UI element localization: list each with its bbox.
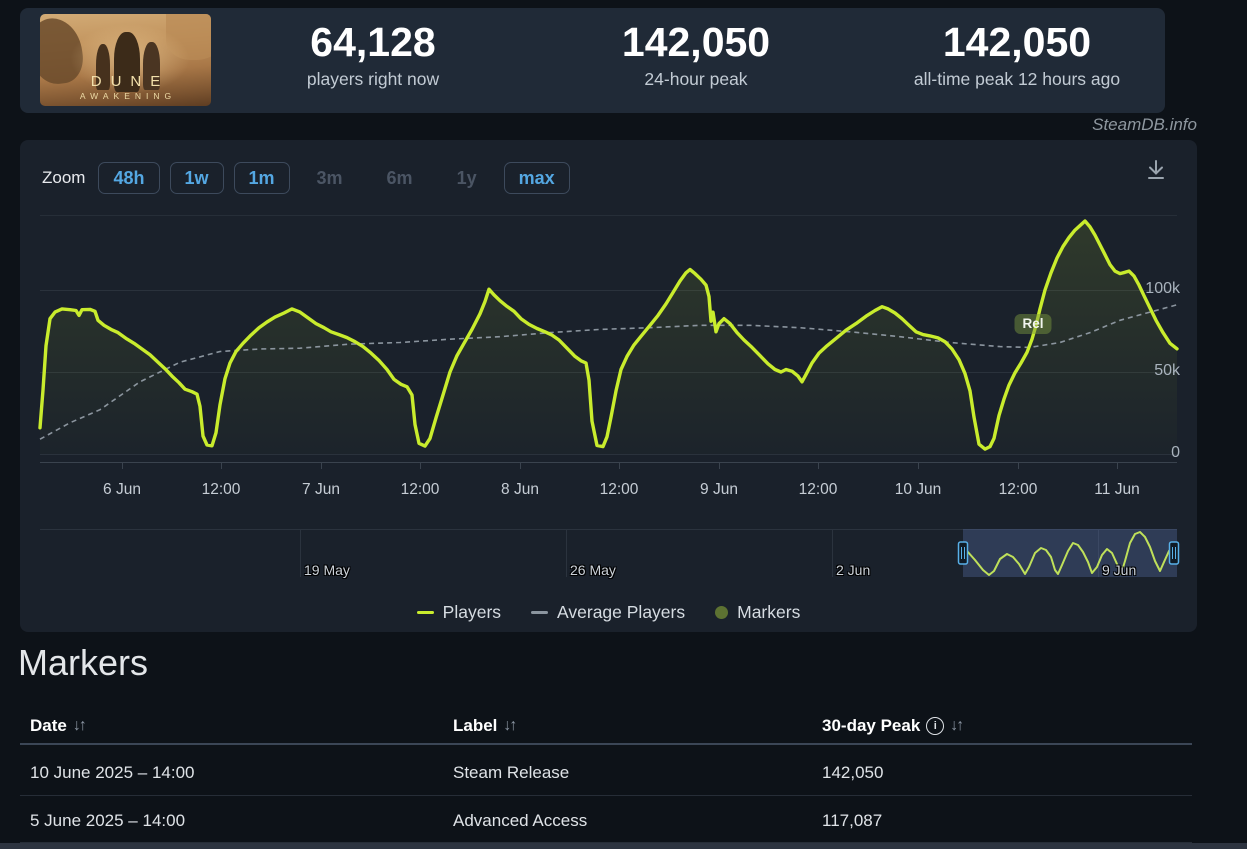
chart-navigator[interactable] bbox=[40, 529, 1180, 577]
legend-item-label: Average Players bbox=[557, 602, 686, 622]
column-header-label[interactable]: Label ↓↑ bbox=[453, 716, 517, 736]
capsule-art-figure bbox=[143, 42, 160, 90]
column-header-label: Date bbox=[30, 716, 67, 735]
navigator-mini-line bbox=[962, 531, 1178, 576]
sort-icon: ↓↑ bbox=[72, 717, 87, 734]
release-marker-badge[interactable]: Rel bbox=[1014, 314, 1052, 334]
legend-item-markers[interactable]: Markers bbox=[715, 602, 800, 623]
x-axis-label: 6 Jun bbox=[103, 481, 141, 498]
x-axis-label: 12:00 bbox=[998, 481, 1038, 498]
column-header-label: 30-day Peak bbox=[822, 716, 921, 735]
game-logo-title: DUNE bbox=[90, 73, 170, 90]
table-bottom-strip bbox=[0, 843, 1247, 849]
navigator-right-handle[interactable] bbox=[1168, 541, 1180, 565]
stat-24h-peak: 142,050 24-hour peak bbox=[621, 19, 771, 90]
stat-players-now: 64,128 players right now bbox=[306, 19, 440, 90]
legend-item-players[interactable]: Players bbox=[416, 602, 502, 623]
table-cell: Steam Release bbox=[453, 763, 570, 782]
stat-alltime-peak-label: all-time peak 12 hours ago bbox=[913, 69, 1121, 90]
x-axis-label: 8 Jun bbox=[501, 481, 539, 498]
y-axis-label-50k: 50k bbox=[1154, 362, 1180, 379]
column-header-30-day-peak[interactable]: 30-day Peak i ↓↑ bbox=[822, 716, 964, 736]
stat-players-now-label: players right now bbox=[306, 69, 440, 90]
x-axis-label: 7 Jun bbox=[302, 481, 340, 498]
table-cell: 5 June 2025 – 14:00 bbox=[30, 811, 186, 830]
legend-item-label: Players bbox=[442, 602, 502, 622]
sort-icon: ↓↑ bbox=[503, 717, 517, 734]
legend-swatch-line bbox=[416, 610, 434, 615]
x-axis-label: 9 Jun bbox=[700, 481, 738, 498]
table-cell: 10 June 2025 – 14:00 bbox=[30, 763, 195, 782]
x-axis-label: 11 Jun bbox=[1094, 481, 1140, 498]
navigator-left-handle[interactable] bbox=[957, 541, 969, 565]
navigator-label-2-Jun: 2 Jun bbox=[836, 562, 871, 578]
zoom-range-button-max[interactable]: max bbox=[503, 162, 570, 194]
chart-navigator-svg[interactable] bbox=[40, 529, 1180, 577]
navigator-label-19-May: 19 May bbox=[304, 562, 350, 578]
table-row-divider bbox=[20, 842, 1192, 843]
stat-players-now-value: 64,128 bbox=[310, 19, 436, 65]
column-header-date[interactable]: Date ↓↑ bbox=[30, 716, 87, 736]
table-row-divider bbox=[20, 795, 1192, 796]
average-players-line bbox=[39, 304, 1178, 440]
markers-heading: Markers bbox=[18, 642, 149, 683]
game-logo-subtitle: AWAKENING bbox=[79, 91, 177, 101]
zoom-toolbar-label: Zoom bbox=[42, 168, 86, 187]
column-header-label: Label bbox=[453, 716, 498, 735]
download-chart-icon[interactable] bbox=[1142, 156, 1170, 184]
zoom-range-button-1y: 1y bbox=[440, 162, 494, 194]
zoom-range-button-6m: 6m bbox=[370, 162, 430, 194]
info-icon[interactable]: i bbox=[926, 717, 945, 735]
zoom-toolbar: Zoom 48h 1w 1m 3m 6m 1y max bbox=[42, 162, 570, 194]
navigator-label-9-Jun: 9 Jun bbox=[1102, 562, 1137, 578]
chart-legend: Players Average Players Markers bbox=[20, 602, 1197, 623]
capsule-art-figure bbox=[114, 32, 140, 92]
stat-24h-peak-value: 142,050 bbox=[621, 19, 771, 65]
capsule-art-figure bbox=[96, 44, 110, 90]
stat-alltime-peak-value: 142,050 bbox=[942, 19, 1092, 65]
stat-alltime-peak: 142,050 all-time peak 12 hours ago bbox=[913, 19, 1121, 90]
steamdb-watermark: SteamDB.info bbox=[1092, 115, 1197, 134]
table-cell: 142,050 bbox=[822, 763, 884, 782]
x-axis-label: 12:00 bbox=[798, 481, 838, 498]
player-count-chart-svg[interactable] bbox=[38, 215, 1179, 470]
sort-icon: ↓↑ bbox=[950, 717, 964, 734]
navigator-label-26-May: 26 May bbox=[570, 562, 616, 578]
table-cell: 117,087 bbox=[822, 811, 883, 830]
table-cell: Advanced Access bbox=[453, 811, 588, 830]
game-logo: DUNE AWAKENING bbox=[40, 73, 211, 101]
header-stats-card: DUNE AWAKENING 64,128 players right now … bbox=[20, 8, 1165, 113]
table-header-divider bbox=[20, 743, 1192, 745]
x-axis-label: 12:00 bbox=[400, 481, 440, 498]
x-axis-label: 12:00 bbox=[599, 481, 639, 498]
legend-swatch-circle bbox=[715, 606, 729, 619]
navigator-selection bbox=[963, 529, 1177, 577]
player-count-chart[interactable] bbox=[38, 215, 1179, 470]
players-line bbox=[38, 219, 1179, 451]
zoom-range-button-3m: 3m bbox=[300, 162, 360, 194]
game-capsule-image[interactable]: DUNE AWAKENING bbox=[40, 14, 211, 106]
x-axis-label: 10 Jun bbox=[894, 481, 942, 498]
zoom-range-button-1m[interactable]: 1m bbox=[233, 162, 290, 194]
zoom-buttons-group: 48h 1w 1m 3m 6m 1y max bbox=[98, 162, 570, 194]
legend-item-average-players[interactable]: Average Players bbox=[531, 602, 685, 623]
x-axis-label: 12:00 bbox=[201, 481, 241, 498]
legend-swatch-line bbox=[531, 610, 549, 615]
zoom-range-button-48h[interactable]: 48h bbox=[98, 162, 160, 194]
stat-24h-peak-label: 24-hour peak bbox=[644, 69, 748, 90]
players-area-fill bbox=[40, 221, 1177, 454]
y-axis-label-0: 0 bbox=[1171, 444, 1180, 461]
y-axis-label-100k: 100k bbox=[1145, 280, 1180, 297]
chart-panel: Zoom 48h 1w 1m 3m 6m 1y max Rel Players Average… bbox=[20, 140, 1197, 632]
legend-item-label: Markers bbox=[737, 602, 801, 622]
zoom-range-button-1w[interactable]: 1w bbox=[169, 162, 224, 194]
